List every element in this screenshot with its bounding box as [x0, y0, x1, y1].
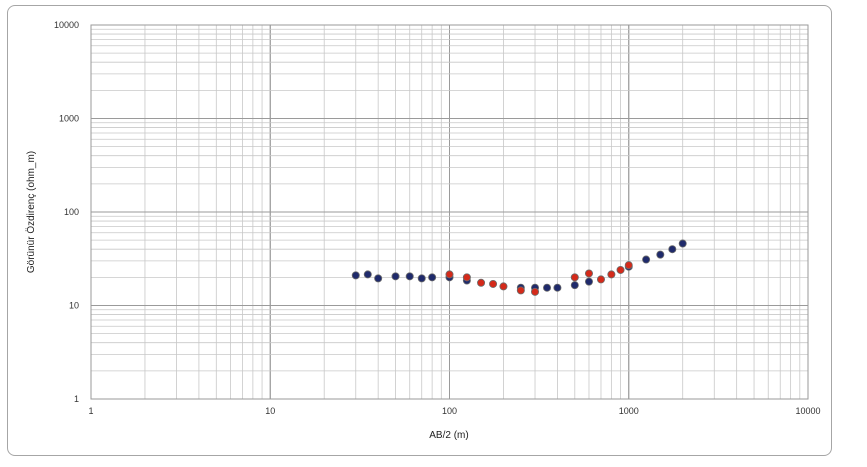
x-tick-label: 1000 — [619, 406, 639, 416]
data-point-red — [499, 282, 508, 291]
x-tick-label: 100 — [442, 406, 457, 416]
data-point-navy — [417, 274, 426, 283]
data-point-navy — [570, 281, 579, 290]
data-point-red — [477, 278, 486, 287]
data-point-red — [531, 287, 540, 296]
x-tick-label: 10 — [265, 406, 275, 416]
x-tick-label: 1 — [88, 406, 93, 416]
data-point-navy — [668, 245, 677, 254]
y-tick-label: 100 — [64, 207, 79, 217]
data-point-navy — [363, 270, 372, 279]
data-point-navy — [656, 250, 665, 259]
x-axis-label: AB/2 (m) — [429, 430, 468, 441]
data-point-navy — [584, 277, 593, 286]
data-point-navy — [543, 283, 552, 292]
y-tick-label: 10000 — [54, 20, 79, 30]
data-point-navy — [391, 272, 400, 281]
data-point-red — [516, 286, 525, 295]
chart-frame — [7, 5, 832, 456]
x-tick-labels: 1 10 100 1000 10000 — [88, 406, 820, 416]
x-tick-label: 10000 — [795, 406, 820, 416]
data-point-navy — [553, 283, 562, 292]
data-point-navy — [374, 274, 383, 283]
data-point-navy — [642, 255, 651, 264]
data-point-red — [616, 265, 625, 274]
data-point-navy — [351, 271, 360, 280]
grid-lines — [90, 24, 809, 400]
data-point-navy — [428, 273, 437, 282]
data-point-navy — [678, 239, 687, 248]
data-point-red — [624, 261, 633, 270]
plot-area-border — [90, 24, 809, 400]
data-point-red — [445, 270, 454, 279]
data-points — [351, 239, 687, 296]
data-point-red — [607, 270, 616, 279]
y-tick-label: 1 — [74, 394, 79, 404]
data-point-red — [489, 279, 498, 288]
data-point-red — [596, 275, 605, 284]
y-tick-label: 10 — [69, 301, 79, 311]
data-point-red — [570, 273, 579, 282]
y-axis-label: Görünür Özdirenç (ohm_m) — [25, 151, 37, 273]
y-tick-labels: 1 10 100 1000 10000 — [54, 20, 79, 404]
data-point-red — [584, 269, 593, 278]
data-point-red — [462, 273, 471, 282]
y-tick-label: 1000 — [59, 114, 79, 124]
data-point-navy — [405, 272, 414, 281]
